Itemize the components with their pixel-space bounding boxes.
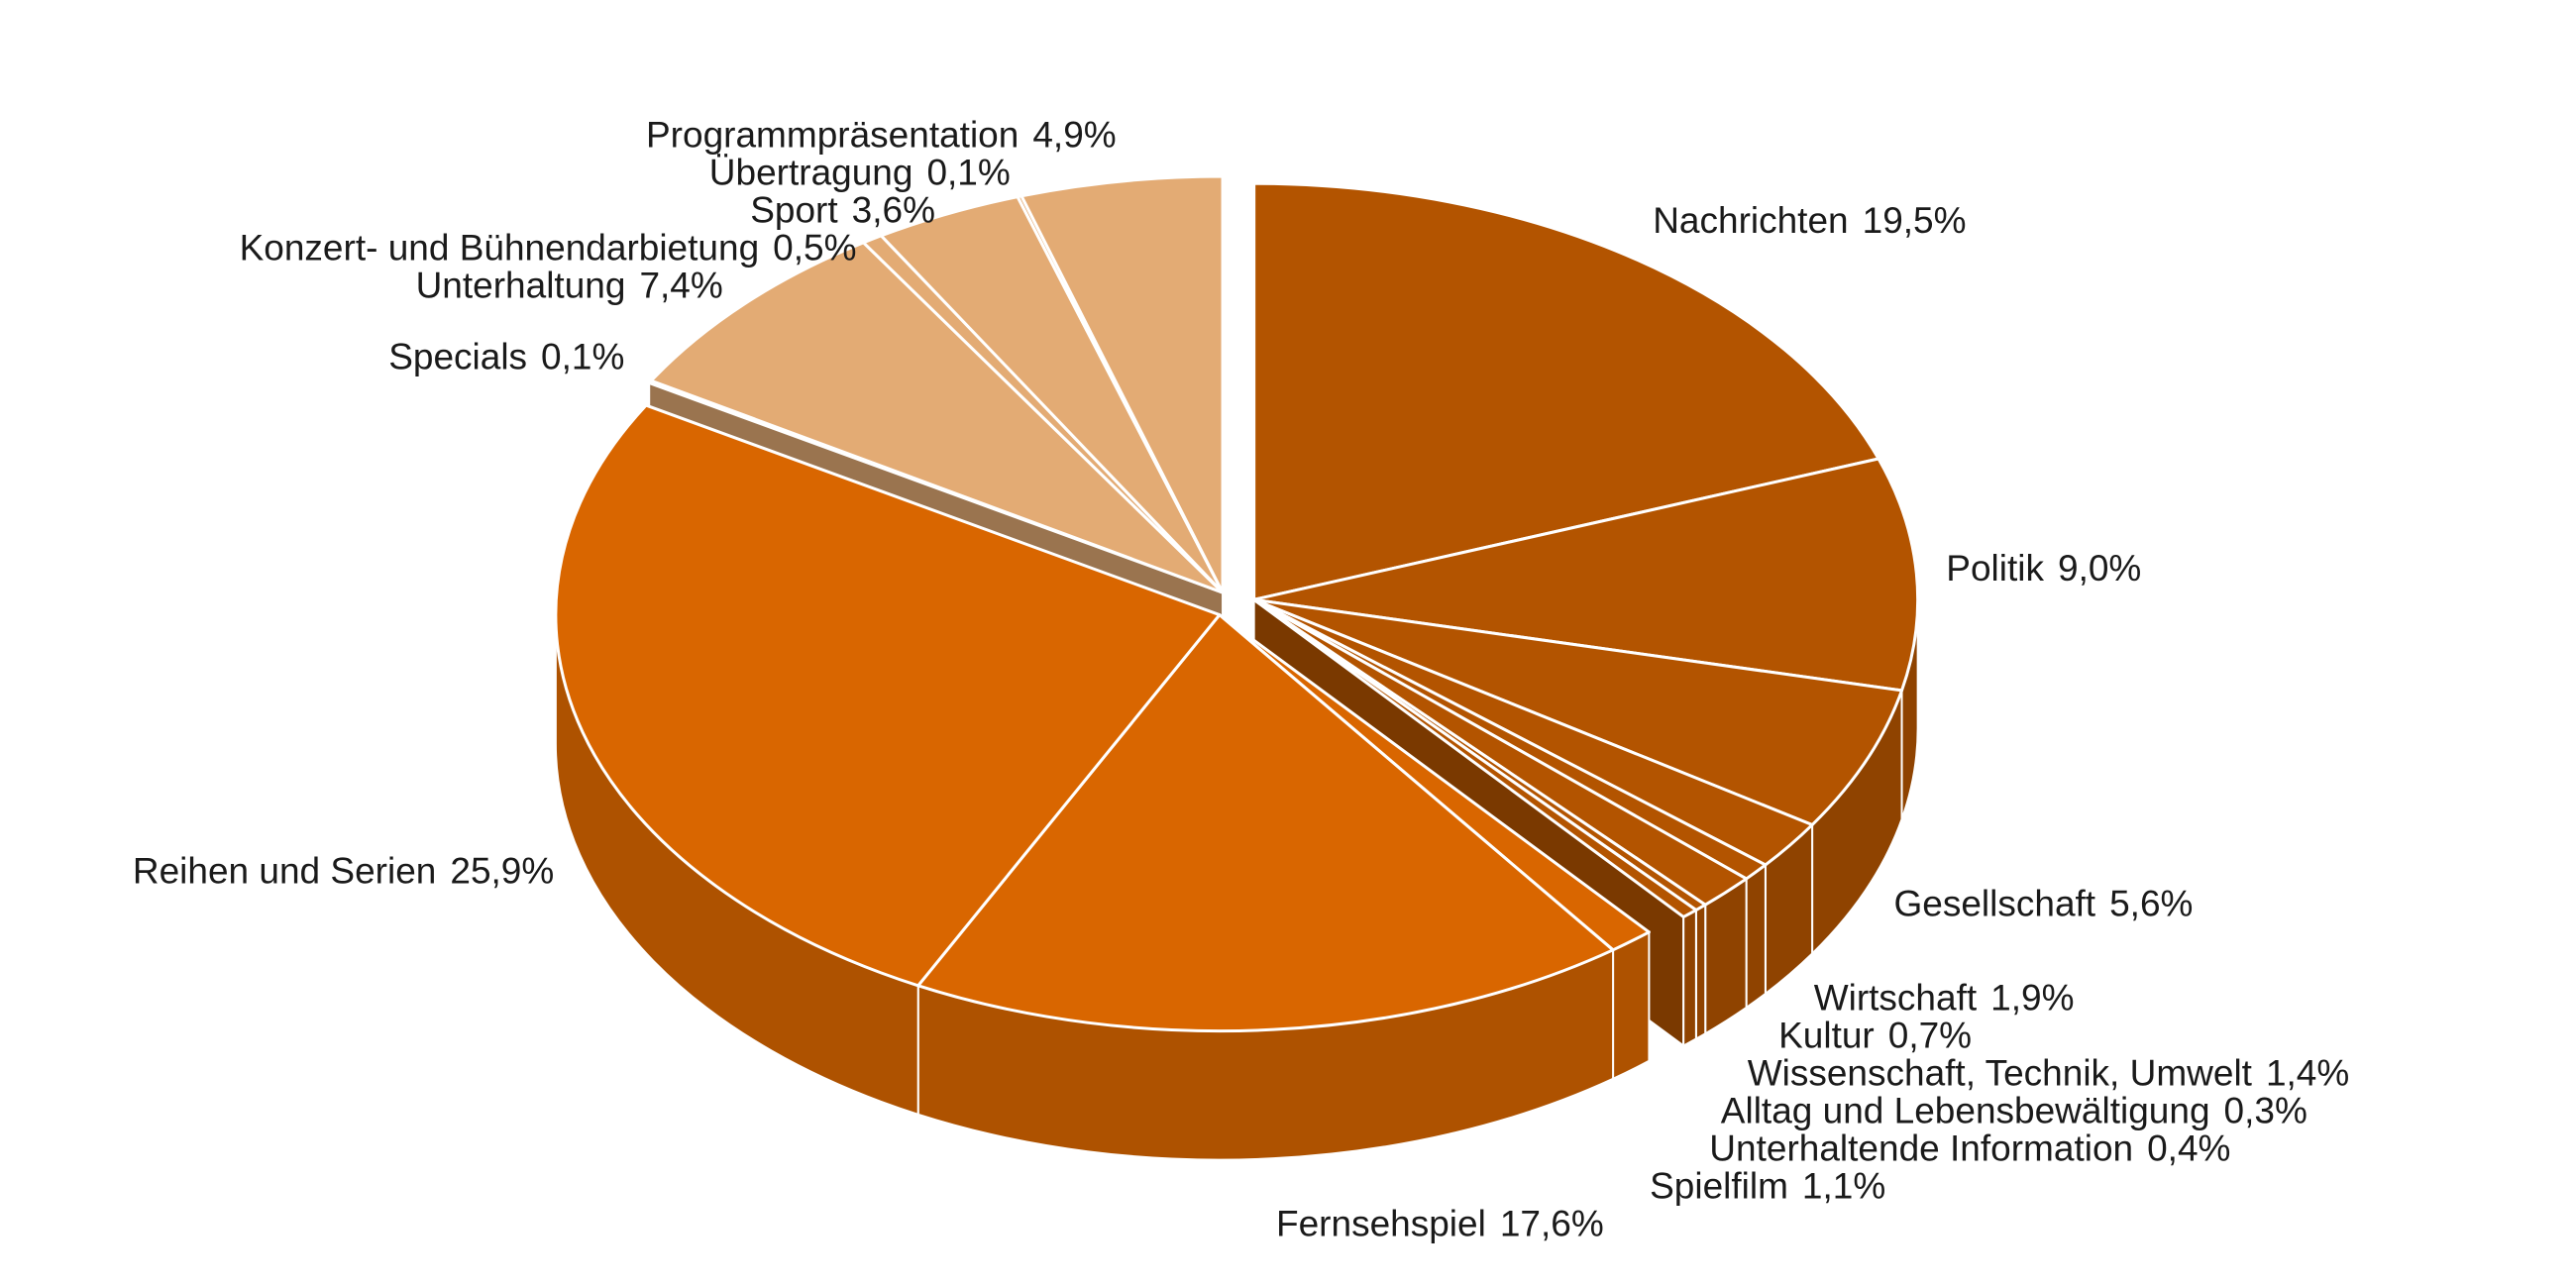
value-label: 0,4% bbox=[2147, 1127, 2230, 1168]
slice-label: Kultur 0,7% bbox=[1778, 1015, 1972, 1055]
category-label: Politik bbox=[1946, 548, 2044, 589]
slice-label: Politik 9,0% bbox=[1946, 548, 2141, 589]
slice-side bbox=[1745, 862, 1767, 1010]
slice-label: Unterhaltung 7,4% bbox=[416, 265, 723, 305]
value-label: 0,7% bbox=[1888, 1015, 1972, 1055]
value-label: 7,4% bbox=[639, 265, 722, 305]
slice-label: Fernsehspiel 17,6% bbox=[1276, 1203, 1604, 1243]
slice-label: Sport 3,6% bbox=[750, 189, 935, 230]
slice-side bbox=[1612, 930, 1651, 1081]
value-label: 5,6% bbox=[2109, 883, 2193, 923]
category-label: Übertragung bbox=[709, 152, 913, 192]
value-label: 17,6% bbox=[1500, 1203, 1604, 1243]
category-label: Reihen und Serien bbox=[133, 850, 437, 891]
slice-side bbox=[1682, 908, 1697, 1048]
slice-label: Alltag und Lebensbewältigung 0,3% bbox=[1721, 1090, 2308, 1130]
slice bbox=[916, 613, 1615, 1033]
slice bbox=[1020, 174, 1225, 594]
category-label: Spielfilm bbox=[1650, 1165, 1788, 1206]
slice bbox=[1252, 181, 1880, 601]
slice bbox=[1252, 597, 1698, 918]
slice bbox=[1252, 457, 1920, 693]
value-label: 19,5% bbox=[1863, 200, 1967, 241]
slice-label: Nachrichten 19,5% bbox=[1653, 200, 1966, 241]
slice-label: Reihen und Serien 25,9% bbox=[133, 850, 554, 891]
value-label: 0,1% bbox=[926, 152, 1010, 192]
slice-label: Spielfilm 1,1% bbox=[1650, 1165, 1885, 1206]
category-label: Fernsehspiel bbox=[1276, 1203, 1486, 1243]
slice bbox=[554, 403, 1222, 988]
value-label: 9,0% bbox=[2058, 548, 2141, 589]
value-label: 1,4% bbox=[2266, 1052, 2349, 1093]
slice-label: Programmpräsentation 4,9% bbox=[646, 114, 1117, 155]
slice-label: Gesellschaft 5,6% bbox=[1894, 883, 2194, 923]
category-label: Alltag und Lebensbewältigung bbox=[1721, 1090, 2210, 1130]
category-label: Sport bbox=[750, 189, 838, 230]
value-label: 0,3% bbox=[2224, 1090, 2308, 1130]
category-label: Konzert- und Bühnendarbietung bbox=[240, 227, 760, 268]
slice-label: Wissenschaft, Technik, Umwelt 1,4% bbox=[1748, 1052, 2350, 1093]
category-label: Nachrichten bbox=[1653, 200, 1848, 241]
slice-side bbox=[1694, 903, 1707, 1041]
slice-label: Specials 0,1% bbox=[388, 336, 624, 376]
value-label: 25,9% bbox=[450, 850, 554, 891]
category-label: Wissenschaft, Technik, Umwelt bbox=[1748, 1052, 2253, 1093]
value-label: 0,1% bbox=[541, 336, 624, 376]
value-label: 1,1% bbox=[1802, 1165, 1885, 1206]
slice bbox=[1252, 597, 1904, 827]
value-label: 3,6% bbox=[852, 189, 935, 230]
category-label: Unterhaltende Information bbox=[1709, 1127, 2133, 1168]
slice-label: Unterhaltende Information 0,4% bbox=[1709, 1127, 2230, 1168]
value-label: 1,9% bbox=[1990, 977, 2074, 1018]
category-label: Programmpräsentation bbox=[646, 114, 1019, 155]
value-label: 0,5% bbox=[773, 227, 856, 268]
slice bbox=[649, 241, 1225, 594]
slice-label: Übertragung 0,1% bbox=[709, 152, 1011, 192]
category-label: Unterhaltung bbox=[416, 265, 626, 305]
value-label: 4,9% bbox=[1032, 114, 1116, 155]
slice-label: Wirtschaft 1,9% bbox=[1814, 977, 2075, 1018]
category-label: Specials bbox=[388, 336, 527, 376]
category-label: Kultur bbox=[1778, 1015, 1875, 1055]
category-label: Wirtschaft bbox=[1814, 977, 1978, 1018]
category-label: Gesellschaft bbox=[1894, 883, 2096, 923]
slice-label: Konzert- und Bühnendarbietung 0,5% bbox=[240, 227, 857, 268]
